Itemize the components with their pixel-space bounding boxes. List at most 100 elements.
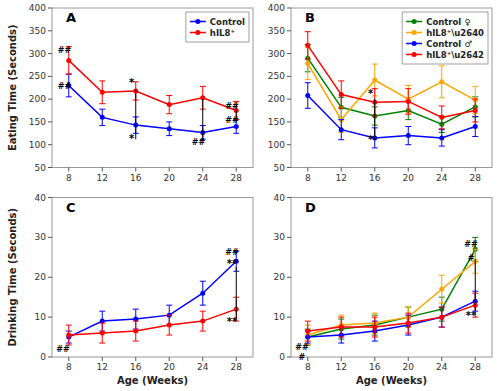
plot-frame: [52, 8, 253, 168]
point: [167, 126, 172, 131]
plot-area: [305, 237, 479, 345]
y-tick: [48, 197, 52, 198]
annotation: ##: [225, 116, 239, 125]
legend-label: hIL8⁺\u2642: [426, 50, 484, 60]
panel: 5010015020025030035040081216202428Eating…: [7, 3, 253, 183]
y-tick-label: 150: [29, 117, 46, 127]
x-tick-label: 20: [403, 362, 415, 372]
x-tick-label: 8: [305, 362, 311, 372]
y-tick-label: 50: [274, 163, 286, 173]
plot-area: [66, 47, 240, 140]
y-tick: [48, 357, 52, 358]
error-bar: [338, 317, 344, 337]
y-tick: [287, 53, 291, 54]
y-tick-label: 100: [268, 140, 285, 150]
x-tick: [236, 357, 237, 361]
plot-frame: [291, 8, 492, 168]
error-bar: [66, 325, 72, 345]
legend-marker: [412, 52, 417, 57]
legend-label: Control: [210, 17, 245, 27]
y-axis-label: Drinking Time (Seconds): [7, 208, 18, 347]
point: [339, 325, 344, 330]
error-bar: [472, 99, 478, 122]
error-bar: [439, 66, 445, 98]
y-axis-label: Eating Time (Seconds): [7, 24, 18, 151]
x-tick: [408, 168, 409, 172]
error-bar: [166, 315, 172, 335]
legend-box: [186, 12, 249, 42]
y-tick: [287, 167, 291, 168]
y-tick: [287, 197, 291, 198]
y-tick-label: 200: [29, 94, 46, 104]
annotation: **: [466, 310, 477, 321]
panel-title: C: [66, 200, 76, 215]
y-tick-label: 20: [35, 272, 47, 282]
series-line: [308, 301, 476, 337]
legend-marker: [412, 19, 417, 24]
error-bar: [338, 81, 344, 108]
legend-marker: [195, 19, 200, 24]
point: [439, 135, 444, 140]
legend-label: Control ♂: [426, 39, 472, 49]
x-tick: [374, 168, 375, 172]
y-tick: [48, 167, 52, 168]
y-tick-label: 40: [35, 193, 47, 203]
error-bar: [338, 120, 344, 140]
error-bar: [439, 275, 445, 303]
y-tick: [287, 99, 291, 100]
plot-area: [66, 251, 240, 345]
series-line: [308, 261, 476, 335]
error-bar: [439, 130, 445, 146]
point: [305, 329, 310, 334]
x-tick: [135, 168, 136, 172]
x-tick-label: 24: [197, 173, 209, 183]
legend: ControlhIL8⁺: [186, 12, 249, 42]
error-bar: [99, 81, 105, 104]
error-bar: [166, 95, 172, 113]
y-tick-label: 400: [268, 3, 285, 13]
y-tick-label: 0: [40, 352, 46, 362]
y-tick-label: 10: [35, 312, 47, 322]
series-line: [69, 60, 237, 110]
x-tick-label: 28: [231, 362, 243, 372]
panel: 01020304081216202428Age (Weeks)######**D: [274, 193, 492, 387]
y-tick-label: 20: [274, 272, 286, 282]
point: [66, 333, 71, 338]
x-tick-label: 16: [369, 362, 381, 372]
x-tick-label: 16: [130, 362, 142, 372]
annotation: ##: [295, 343, 309, 352]
y-tick: [48, 8, 52, 9]
bracket: [236, 267, 237, 319]
annotation: **: [227, 258, 238, 269]
y-tick-label: 0: [279, 352, 285, 362]
x-tick-label: 12: [97, 173, 108, 183]
y-tick-label: 350: [29, 26, 46, 36]
point: [339, 92, 344, 97]
x-tick: [169, 168, 170, 172]
point: [372, 78, 377, 83]
annotation: **: [227, 316, 238, 327]
x-tick-label: 24: [436, 173, 448, 183]
x-tick-label: 28: [470, 173, 482, 183]
x-tick: [68, 357, 69, 361]
point: [406, 321, 411, 326]
y-tick-label: 250: [29, 71, 46, 81]
y-tick-label: 10: [274, 312, 286, 322]
plot-frame: [52, 198, 253, 358]
x-tick: [374, 357, 375, 361]
x-tick: [307, 168, 308, 172]
x-tick-label: 28: [470, 362, 482, 372]
y-tick-label: 350: [268, 26, 285, 36]
x-tick-label: 16: [130, 173, 142, 183]
error-bar: [439, 307, 445, 327]
x-tick: [441, 168, 442, 172]
y-tick: [287, 237, 291, 238]
annotation: #: [299, 353, 306, 362]
point: [439, 287, 444, 292]
y-tick: [287, 144, 291, 145]
x-tick: [475, 357, 476, 361]
y-tick: [48, 277, 52, 278]
x-axis-label: Age (Weeks): [356, 375, 427, 386]
y-tick: [48, 99, 52, 100]
x-tick-label: 8: [66, 362, 72, 372]
